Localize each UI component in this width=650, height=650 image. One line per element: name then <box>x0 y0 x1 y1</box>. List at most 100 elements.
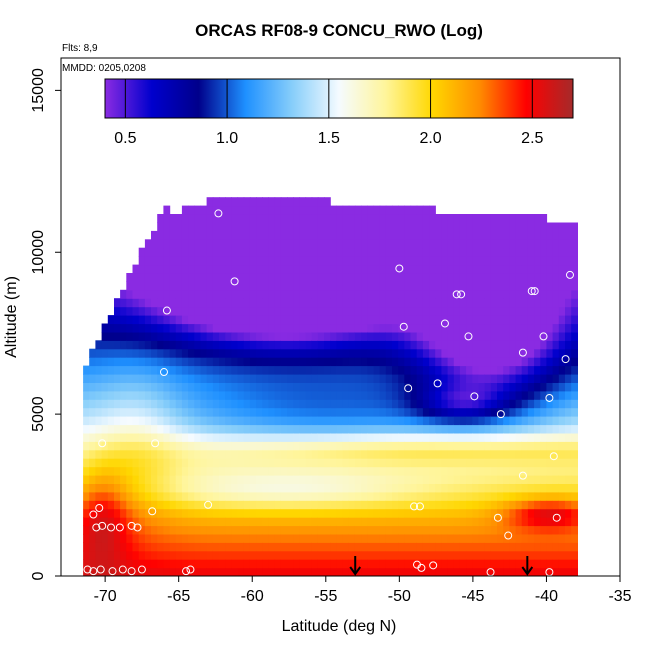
heatmap-cell <box>219 289 226 299</box>
heatmap-cell <box>453 475 461 484</box>
heatmap-cell <box>422 306 430 316</box>
heatmap-cell <box>534 500 541 510</box>
heatmap-cell <box>490 399 498 409</box>
heatmap-cell <box>181 365 189 375</box>
heatmap-cell <box>132 306 140 316</box>
heatmap-cell <box>324 500 331 510</box>
heatmap-cell <box>219 567 226 576</box>
heatmap-cell <box>157 315 164 325</box>
heatmap-cell <box>274 542 282 552</box>
heatmap-cell <box>392 542 399 552</box>
heatmap-cell <box>83 365 90 375</box>
heatmap-cell <box>305 559 313 569</box>
heatmap-cell <box>422 289 430 299</box>
heatmap-cell <box>163 449 171 459</box>
heatmap-cell <box>385 230 393 240</box>
heatmap-cell <box>490 374 498 383</box>
heatmap-cell <box>89 458 96 468</box>
heatmap-cell <box>515 517 523 527</box>
heatmap-cell <box>225 390 232 400</box>
heatmap-cell <box>194 542 202 552</box>
heatmap-cell <box>163 424 171 434</box>
heatmap-cell <box>237 340 245 350</box>
heatmap-cell <box>237 239 245 249</box>
heatmap-cell <box>410 466 418 476</box>
heatmap-cell <box>565 230 572 240</box>
heatmap-cell <box>212 306 220 316</box>
heatmap-cell <box>472 331 480 341</box>
observation-point <box>96 565 105 574</box>
heatmap-cell <box>126 357 134 367</box>
heatmap-cell <box>379 559 387 569</box>
heatmap-cell <box>367 458 375 468</box>
heatmap-cell <box>163 205 171 215</box>
heatmap-cell <box>311 525 319 535</box>
heatmap-cell <box>293 306 300 316</box>
heatmap-cell <box>534 567 541 576</box>
heatmap-cell <box>478 222 486 232</box>
heatmap-cell <box>503 466 510 476</box>
heatmap-cell <box>459 390 467 400</box>
heatmap-cell <box>231 289 239 299</box>
heatmap-cell <box>237 407 245 417</box>
heatmap-cell <box>392 441 399 451</box>
heatmap-cell <box>188 230 195 240</box>
heatmap-cell <box>398 323 405 333</box>
heatmap-cell <box>293 348 300 358</box>
heatmap-cell <box>484 533 492 543</box>
heatmap-cell <box>169 525 177 535</box>
heatmap-cell <box>126 533 134 543</box>
y-tick-label: 15000 <box>30 68 47 113</box>
heatmap-cell <box>478 281 486 291</box>
x-tick-label: -45 <box>461 588 484 605</box>
heatmap-cell <box>144 340 152 350</box>
heatmap-cell <box>249 348 257 358</box>
heatmap-cell <box>385 525 393 535</box>
heatmap-cell <box>558 331 566 341</box>
heatmap-cell <box>441 256 449 266</box>
heatmap-cell <box>354 289 362 299</box>
heatmap-cell <box>552 239 560 249</box>
heatmap-cell <box>299 331 307 341</box>
heatmap-cell <box>361 340 368 350</box>
heatmap-cell <box>453 298 461 308</box>
heatmap-cell <box>379 550 387 560</box>
heatmap-cell <box>169 491 177 501</box>
heatmap-cell <box>354 424 362 434</box>
heatmap-cell <box>373 550 381 560</box>
heatmap-cell <box>293 247 300 257</box>
heatmap-cell <box>268 432 276 442</box>
heatmap-cell <box>404 264 412 274</box>
heatmap-cell <box>466 500 473 510</box>
heatmap-cell <box>354 500 362 510</box>
heatmap-cell <box>317 323 325 333</box>
heatmap-cell <box>120 407 127 417</box>
heatmap-cell <box>169 256 177 266</box>
heatmap-cell <box>367 466 375 476</box>
heatmap-cell <box>497 331 504 341</box>
heatmap-cell <box>385 340 393 350</box>
heatmap-cell <box>398 281 405 291</box>
heatmap-cell <box>472 483 480 493</box>
heatmap-cell <box>144 458 152 468</box>
heatmap-cell <box>466 331 473 341</box>
heatmap-cell <box>435 533 442 543</box>
heatmap-cell <box>324 365 331 375</box>
heatmap-cell <box>453 382 461 392</box>
heatmap-cell <box>379 348 387 358</box>
heatmap-cell <box>95 348 103 358</box>
heatmap-cell <box>311 508 319 518</box>
heatmap-cell <box>175 239 183 249</box>
heatmap-cell <box>126 331 134 341</box>
heatmap-cell <box>490 466 498 476</box>
heatmap-cell <box>497 533 504 543</box>
heatmap-cell <box>373 289 381 299</box>
heatmap-cell <box>212 214 220 223</box>
heatmap-cell <box>478 306 486 316</box>
heatmap-cell <box>175 466 183 476</box>
heatmap-cell <box>336 483 344 493</box>
heatmap-cell <box>490 449 498 459</box>
heatmap-cell <box>422 458 430 468</box>
heatmap-cell <box>472 273 480 282</box>
heatmap-cell <box>287 491 294 501</box>
